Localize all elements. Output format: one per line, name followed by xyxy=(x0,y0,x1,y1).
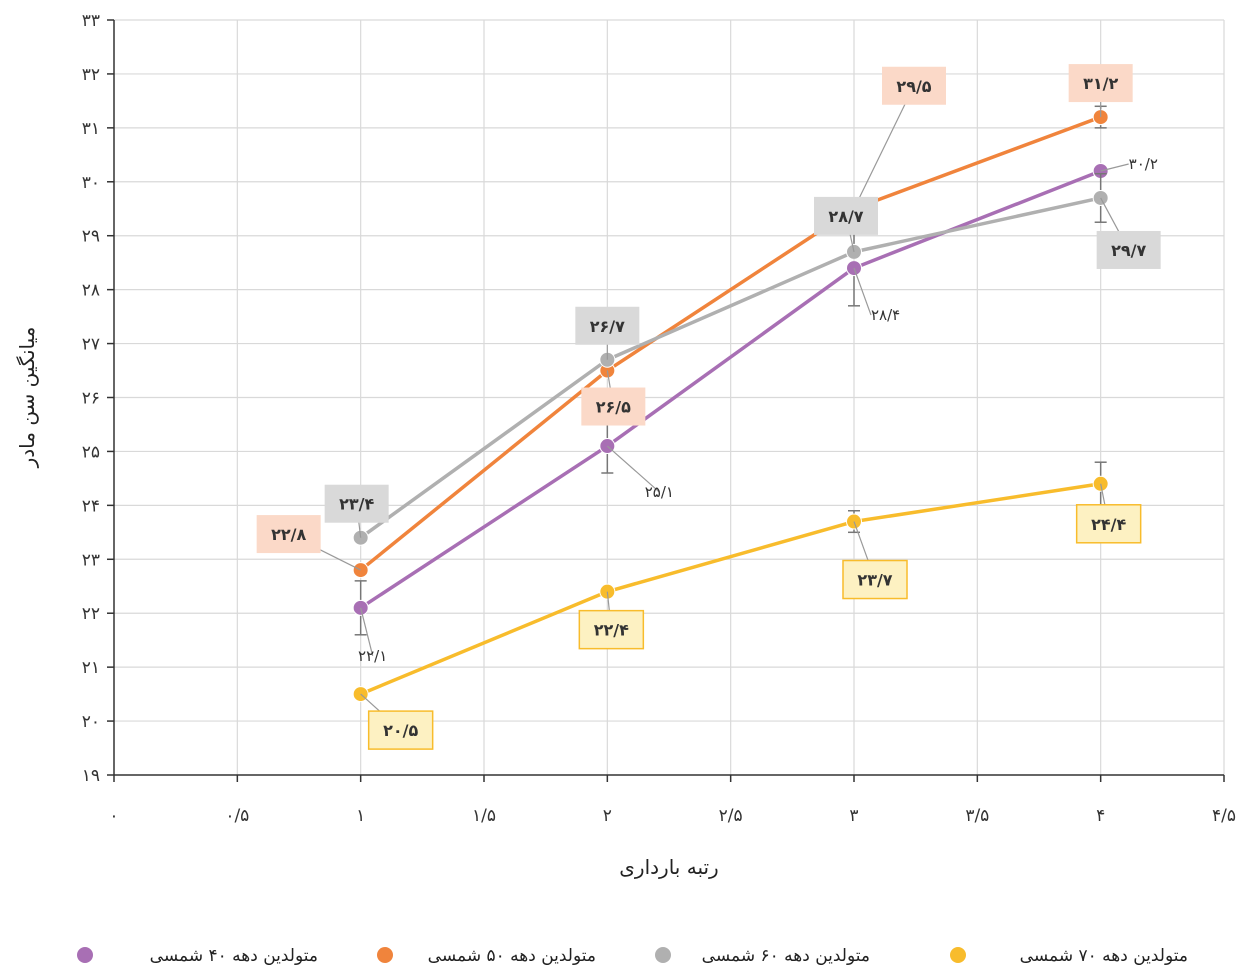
data-label-callout: ۲۸/۷ xyxy=(814,196,878,253)
callout-leader xyxy=(360,607,374,656)
series-line xyxy=(359,115,1102,572)
callout-box xyxy=(575,306,640,345)
legend-label: متولدین دهه ۷۰ شمسی xyxy=(1020,946,1188,966)
data-label-callout: ۲۵/۱ xyxy=(606,445,674,501)
data-label: ۲۸/۷ xyxy=(828,207,863,226)
data-label: ۳۱/۲ xyxy=(1083,74,1118,93)
legend-label: متولدین دهه ۶۰ شمسی xyxy=(702,946,870,966)
callout-box xyxy=(1068,64,1133,103)
x-tick-label: ۰/۵ xyxy=(225,806,249,826)
x-tick-label: ۱/۵ xyxy=(472,806,496,826)
data-label: ۲۹/۷ xyxy=(1111,241,1146,260)
y-tick-label: ۳۱ xyxy=(82,119,100,139)
legend-item-4: متولدین دهه ۷۰ شمسی xyxy=(950,946,1188,966)
data-label-callout: ۲۶/۵ xyxy=(581,370,646,426)
legend-label: متولدین دهه ۵۰ شمسی xyxy=(428,946,596,966)
series-line xyxy=(359,196,1102,540)
data-label: ۲۵/۱ xyxy=(645,483,674,501)
data-label: ۲۳/۴ xyxy=(339,495,374,514)
series-line xyxy=(359,169,1102,610)
x-tick-label: ۲ xyxy=(603,806,612,826)
data-label-callout: ۲۸/۴ xyxy=(853,267,900,324)
callout-box xyxy=(1096,230,1161,269)
legend-marker xyxy=(655,947,671,963)
data-label-callout: ۲۲/۱ xyxy=(358,607,387,665)
x-tick-label: ۳ xyxy=(849,806,858,826)
y-tick-label: ۲۲ xyxy=(82,604,100,624)
callout-box xyxy=(324,484,389,523)
data-label: ۲۲/۸ xyxy=(271,525,306,544)
chart-data-labels: ۲۲/۱ ۲۵/۱ ۲۸/۴ ۳۰/۲ ۲۲/۸ ۲۶/۵ ۲۹/۵ ۳۱/۲ ۲۳/۴ ۲۶/۷… xyxy=(256,64,1161,750)
chart-grid xyxy=(114,19,1225,775)
y-tick-label: ۳۲ xyxy=(82,65,100,85)
y-axis-title: میانگین سن مادر xyxy=(15,327,39,469)
callout-box xyxy=(367,710,434,750)
y-tick-label: ۲۴ xyxy=(82,496,100,516)
data-label-callout: ۲۲/۴ xyxy=(578,591,645,650)
data-label-callout: ۲۳/۷ xyxy=(842,521,908,600)
data-label-callout: ۲۳/۴ xyxy=(324,484,389,538)
legend-item-1: متولدین دهه ۴۰ شمسی xyxy=(77,946,318,966)
y-tick-label: ۲۱ xyxy=(82,658,100,678)
x-tick-label: ۳/۵ xyxy=(965,806,989,826)
data-label: ۳۰/۲ xyxy=(1129,155,1158,173)
callout-leader xyxy=(853,85,915,210)
chart-legend: متولدین دهه ۴۰ شمسی متولدین دهه ۵۰ شمسی مت… xyxy=(77,946,1188,966)
data-label-callout: ۳۰/۲ xyxy=(1100,155,1158,173)
x-tick-label: ۴ xyxy=(1096,806,1105,826)
y-tick-label: ۲۷ xyxy=(82,335,100,355)
legend-label: متولدین دهه ۴۰ شمسی xyxy=(150,946,318,966)
legend-item-3: متولدین دهه ۶۰ شمسی xyxy=(655,946,870,966)
legend-item-2: متولدین دهه ۵۰ شمسی xyxy=(377,946,596,966)
y-tick-label: ۲۳ xyxy=(82,550,100,570)
x-tick-label: ۱ xyxy=(356,806,365,826)
data-label: ۲۲/۴ xyxy=(594,621,629,640)
x-axis-title: رتبه بارداری xyxy=(619,855,718,879)
data-label-callout: ۲۴/۴ xyxy=(1075,483,1142,544)
callout-box xyxy=(578,609,645,650)
y-tick-label: ۲۶ xyxy=(82,389,100,409)
x-tick-label: ۴/۵ xyxy=(1212,806,1236,826)
y-tick-label: ۲۵ xyxy=(82,442,100,462)
data-label: ۲۶/۷ xyxy=(590,317,625,336)
y-tick-label: ۲۸ xyxy=(82,281,100,301)
y-tick-label: ۱۹ xyxy=(82,766,100,786)
callout-leader xyxy=(606,445,660,493)
data-label-callout: ۲۹/۵ xyxy=(853,66,946,210)
data-label-callout: ۲۲/۸ xyxy=(256,515,361,571)
series-line xyxy=(359,482,1101,696)
data-label: ۲۶/۵ xyxy=(596,398,631,417)
callout-box xyxy=(256,515,321,554)
data-label-callout: ۲۰/۵ xyxy=(360,693,434,750)
callout-box xyxy=(882,66,946,105)
x-tick-label: ۰ xyxy=(109,806,118,826)
y-tick-label: ۳۰ xyxy=(82,173,100,193)
data-label: ۲۸/۴ xyxy=(871,306,900,324)
callout-box xyxy=(814,196,878,235)
legend-marker xyxy=(77,947,93,963)
callout-leader xyxy=(1100,163,1129,172)
data-label-callout: ۳۱/۲ xyxy=(1068,64,1133,118)
y-tick-label: ۲۹ xyxy=(82,227,100,247)
y-tick-label: ۳۳ xyxy=(82,11,100,31)
data-label-callout: ۲۹/۷ xyxy=(1096,197,1161,269)
data-label: ۲۳/۷ xyxy=(857,571,892,590)
y-tick-label: ۲۰ xyxy=(82,712,100,732)
data-label: ۲۹/۵ xyxy=(896,77,931,96)
legend-marker xyxy=(950,947,966,963)
data-label: ۲۴/۴ xyxy=(1091,515,1126,534)
data-label: ۲۰/۵ xyxy=(383,721,418,740)
x-tick-label: ۲/۵ xyxy=(719,806,743,826)
legend-marker xyxy=(377,947,393,963)
data-label: ۲۲/۱ xyxy=(358,647,387,665)
callout-box xyxy=(842,559,908,600)
callout-box xyxy=(1075,504,1142,544)
callout-box xyxy=(581,387,646,426)
callout-leader xyxy=(853,267,872,316)
data-label-callout: ۲۶/۷ xyxy=(575,306,640,360)
